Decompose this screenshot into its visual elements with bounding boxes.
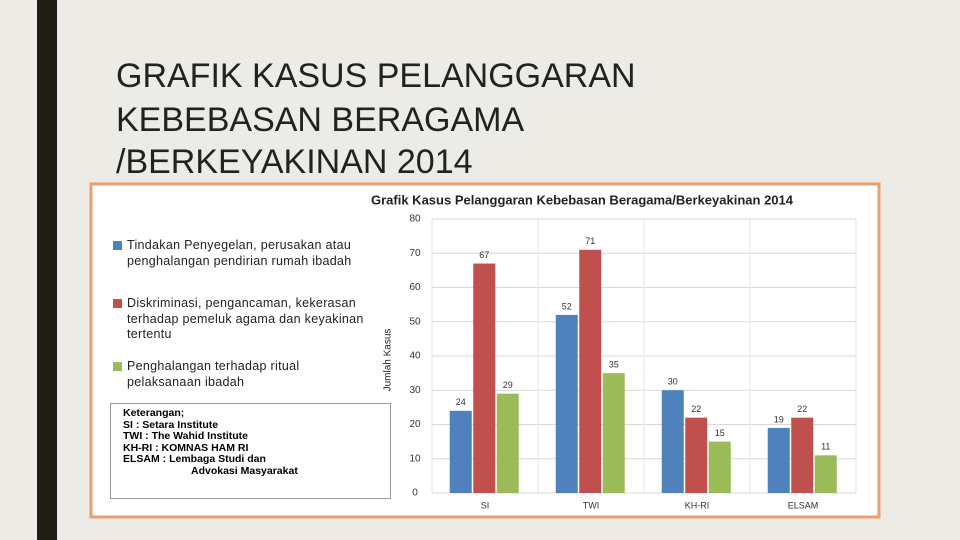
bar [449,410,472,493]
chart-title: Grafik Kasus Pelanggaran Kebebasan Berag… [371,192,794,207]
note-line: TWI : The Wahid Institute [123,430,249,442]
y-tick-label: 50 [409,316,421,327]
legend-label: Penghalangan terhadap ritual pelaksanaan… [127,359,300,389]
slide-title: /BERKEYAKINAN 2014 [116,143,473,181]
note-line: Advokasi Masyarakat [191,464,298,477]
x-tick-label: ELSAM [788,500,819,510]
y-tick-label: 40 [409,351,421,362]
y-tick-label: 10 [409,453,421,464]
x-tick-label: KH-RI [685,500,710,510]
y-tick-label: 60 [409,282,421,293]
x-tick-label: SI [481,500,490,510]
x-tick-label: TWI [583,500,600,510]
y-tick-label: 20 [409,419,421,430]
y-tick-label: 80 [409,214,421,225]
legend-swatch [113,299,122,308]
value-label: 15 [715,428,725,438]
bar [661,390,684,493]
value-label: 11 [821,442,830,452]
note-line: KH-RI : KOMNAS HAM RI [123,441,249,454]
legend-swatch [113,362,122,371]
note-line: ELSAM : Lembaga Studi dan [123,453,266,465]
y-axis-label: Jumlah Kasus [383,329,394,392]
note-line: Keterangan; [123,407,185,419]
value-label: 71 [585,236,595,246]
value-label: 67 [479,250,489,260]
value-label: 52 [562,301,572,311]
y-tick-label: 0 [412,488,418,499]
value-label: 22 [691,404,701,414]
bar [496,393,519,493]
y-tick-label: 70 [409,248,421,259]
bar [685,417,708,493]
legend-label: Tindakan Penyegelan, perusakan atau peng… [127,238,352,268]
bar [814,455,837,493]
bar [579,249,602,493]
slide-title: GRAFIK KASUS PELANGGARAN [116,57,636,95]
legend-swatch [113,241,122,250]
bar [473,263,496,493]
value-label: 35 [609,360,619,370]
value-label: 24 [456,397,466,407]
notes-box: Keterangan; SI : Setara Institute TWI : Th… [110,403,391,499]
bar [708,441,731,493]
value-label: 30 [668,377,678,387]
value-label: 22 [797,404,807,414]
bar [791,417,814,493]
slide-title: KEBEBASAN BERAGAMA [116,101,524,139]
bar [767,427,790,493]
y-tick-label: 30 [409,385,421,396]
side-bar [37,0,57,540]
value-label: 29 [503,380,513,390]
legend-label: Diskriminasi, pengancaman, kekerasan ter… [127,296,364,341]
bar [555,314,578,493]
value-label: 19 [774,414,784,424]
bar [602,373,625,493]
note-line: SI : Setara Institute [123,418,219,431]
